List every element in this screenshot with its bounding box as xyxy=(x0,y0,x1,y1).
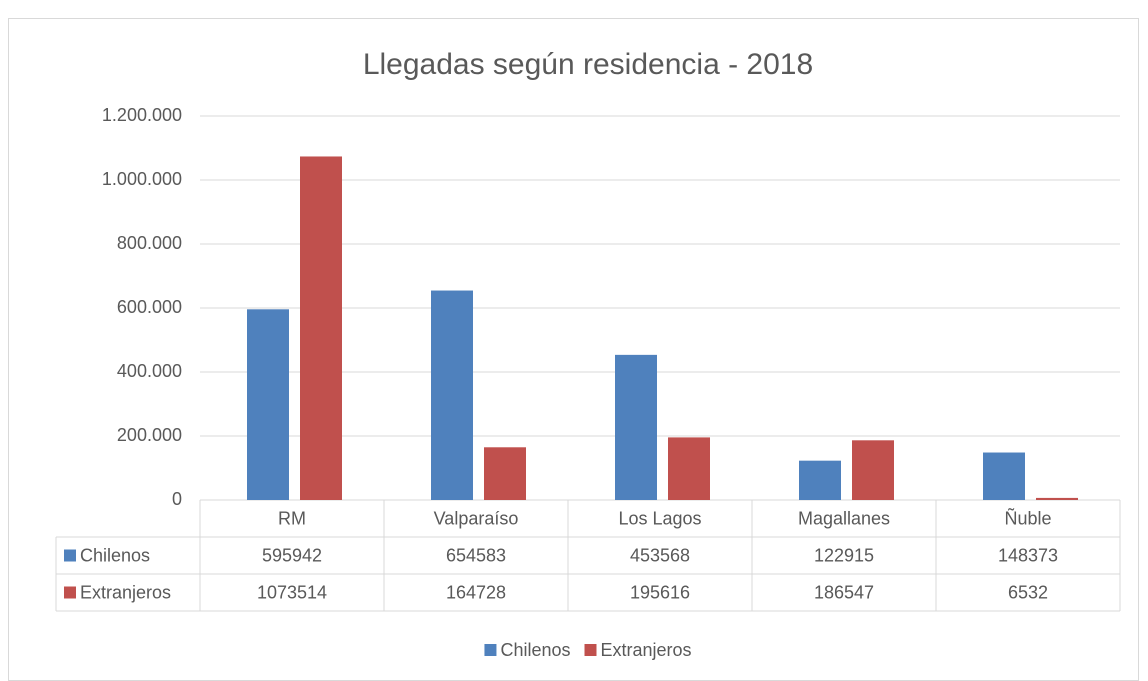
table-legend-key xyxy=(64,586,76,599)
bar xyxy=(983,452,1025,500)
table-value: 453568 xyxy=(630,545,690,565)
table-series-label: Extranjeros xyxy=(80,582,171,602)
bar xyxy=(852,440,894,500)
bar xyxy=(484,447,526,500)
x-tick-label: Ñuble xyxy=(1004,507,1051,528)
x-tick-label: Valparaíso xyxy=(434,508,519,528)
legend-key xyxy=(584,644,597,656)
table-legend-key xyxy=(64,549,76,562)
y-tick-label: 600.000 xyxy=(117,297,182,317)
table-value: 595942 xyxy=(262,545,322,565)
bar xyxy=(300,156,342,500)
table-value: 1073514 xyxy=(257,582,327,602)
bar xyxy=(668,437,710,500)
table-value: 122915 xyxy=(814,545,874,565)
chart-title: Llegadas según residencia - 2018 xyxy=(363,48,813,81)
bar xyxy=(431,290,473,500)
y-tick-label: 200.000 xyxy=(117,425,182,445)
table-value: 164728 xyxy=(446,582,506,602)
legend-label: Chilenos xyxy=(500,640,570,660)
table-value: 148373 xyxy=(998,545,1058,565)
bar xyxy=(247,309,289,500)
x-tick-label: Los Lagos xyxy=(618,508,701,528)
legend-key xyxy=(484,644,497,656)
table-value: 195616 xyxy=(630,582,690,602)
y-tick-label: 800.000 xyxy=(117,233,182,253)
table-series-label: Chilenos xyxy=(80,545,150,565)
y-tick-label: 1.000.000 xyxy=(102,169,182,189)
bar xyxy=(799,460,841,500)
y-tick-label: 400.000 xyxy=(117,361,182,381)
bar xyxy=(615,354,657,500)
x-tick-label: RM xyxy=(278,508,306,528)
legend-label: Extranjeros xyxy=(601,640,692,660)
table-value: 654583 xyxy=(446,545,506,565)
y-tick-label: 0 xyxy=(172,489,182,509)
x-tick-label: Magallanes xyxy=(798,508,890,528)
y-tick-label: 1.200.000 xyxy=(102,105,182,125)
table-value: 186547 xyxy=(814,582,874,602)
bar xyxy=(1036,497,1078,500)
table-value: 6532 xyxy=(1008,582,1048,602)
